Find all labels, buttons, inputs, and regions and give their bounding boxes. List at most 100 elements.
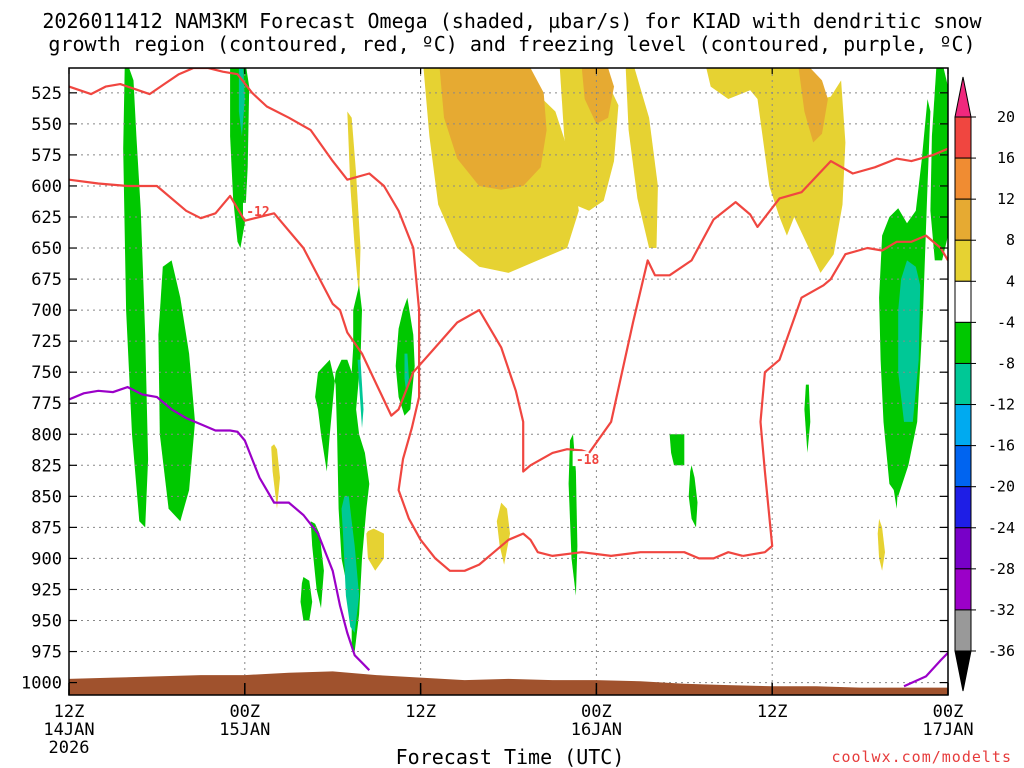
y-tick-label: 800 bbox=[31, 425, 62, 445]
plot-frame bbox=[68, 67, 949, 696]
omega-region-sinking-29 bbox=[930, 68, 948, 261]
colorbar-segment bbox=[954, 609, 972, 652]
colorbar-segment bbox=[954, 362, 972, 406]
y-tick-label: 600 bbox=[31, 177, 62, 197]
colorbar-segment bbox=[954, 486, 972, 529]
omega-region-rising-10 bbox=[496, 502, 510, 565]
omega-region-sinking-15 bbox=[238, 68, 245, 137]
freezing-level-line-right bbox=[903, 652, 948, 688]
colorbar-segment bbox=[954, 116, 972, 159]
dgz-contour-2 bbox=[588, 147, 948, 454]
title-line-1: 2026011412 NAM3KM Forecast Omega (shaded… bbox=[42, 9, 982, 33]
colorbar-label: -12 bbox=[988, 396, 1015, 414]
colorbar-segment bbox=[954, 445, 972, 488]
terrain bbox=[69, 671, 948, 695]
colorbar-label: 8 bbox=[1006, 231, 1015, 249]
y-tick-label: 675 bbox=[31, 270, 62, 290]
x-tick-label: 12Z bbox=[405, 702, 436, 722]
x-tick-label: 2026 bbox=[49, 738, 90, 758]
colorbar-segment bbox=[954, 239, 972, 282]
omega-region-sinking-17 bbox=[341, 496, 360, 633]
y-tick-label: 525 bbox=[31, 84, 62, 104]
x-tick-label: 16JAN bbox=[571, 720, 622, 740]
x-tick-label: 12Z bbox=[54, 702, 85, 722]
omega-shading bbox=[123, 68, 948, 652]
y-tick-label: 1000 bbox=[21, 674, 62, 694]
colorbar-label: 20 bbox=[997, 108, 1015, 126]
y-tick-label: 700 bbox=[31, 301, 62, 321]
x-tick-label: 00Z bbox=[581, 702, 612, 722]
y-tick-label: 650 bbox=[31, 239, 62, 259]
omega-region-rising-11 bbox=[877, 518, 885, 571]
colorbar-label: -28 bbox=[988, 560, 1015, 578]
omega-region-rising-4 bbox=[625, 68, 658, 248]
y-axis: 525 550 575 600 625 650 675 700 725 750 775 800 825 8… bbox=[21, 84, 948, 694]
omega-region-sinking-23 bbox=[568, 434, 578, 596]
colorbar-top-arrow bbox=[954, 76, 972, 118]
dgz-contour-1 bbox=[69, 178, 590, 473]
colorbar-label: -32 bbox=[988, 601, 1015, 619]
colorbar: 20 16 12 8 4 -4 -8 -12 -16 -20 -24 -28 -32 -36 bbox=[954, 76, 1015, 692]
freezing-level-line bbox=[69, 385, 371, 671]
colorbar-segment bbox=[954, 198, 972, 241]
colorbar-label: -20 bbox=[988, 478, 1015, 496]
omega-region-sinking-13 bbox=[158, 260, 195, 522]
dgz-label: -18 bbox=[576, 453, 600, 468]
y-tick-label: 550 bbox=[31, 115, 62, 135]
y-tick-label: 575 bbox=[31, 146, 62, 166]
colorbar-segment bbox=[954, 321, 972, 364]
colorbar-label: -16 bbox=[988, 437, 1015, 455]
x-axis-label: Forecast Time (UTC) bbox=[396, 745, 625, 768]
colorbar-label: -24 bbox=[988, 519, 1015, 537]
watermark: coolwx.com/modelts bbox=[831, 748, 1012, 766]
y-tick-label: 625 bbox=[31, 208, 62, 228]
colorbar-segment bbox=[954, 280, 972, 323]
colorbar-segment bbox=[954, 568, 972, 611]
x-tick-label: 17JAN bbox=[922, 720, 973, 740]
omega-region-sinking-12 bbox=[123, 68, 149, 528]
title-line-2: growth region (contoured, red, ºC) and f… bbox=[48, 32, 975, 56]
y-tick-label: 850 bbox=[31, 487, 62, 507]
omega-region-rising-7 bbox=[347, 111, 361, 298]
x-tick-label: 14JAN bbox=[43, 720, 94, 740]
dgz-label-bg bbox=[242, 202, 273, 218]
omega-region-sinking-25 bbox=[669, 434, 685, 466]
colorbar-segment bbox=[954, 404, 972, 447]
colorbar-bottom-arrow bbox=[954, 650, 972, 692]
colorbar-label: -8 bbox=[997, 354, 1015, 372]
y-tick-label: 925 bbox=[31, 580, 62, 600]
colorbar-label: -4 bbox=[997, 313, 1015, 331]
y-tick-label: 900 bbox=[31, 549, 62, 569]
y-tick-label: 825 bbox=[31, 456, 62, 476]
omega-region-rising-8 bbox=[271, 444, 280, 509]
freezing-level bbox=[69, 385, 948, 688]
y-tick-label: 875 bbox=[31, 518, 62, 538]
x-tick-label: 00Z bbox=[229, 702, 260, 722]
dgz-label-bg bbox=[572, 451, 603, 467]
colorbar-segment bbox=[954, 527, 972, 570]
y-tick-label: 750 bbox=[31, 363, 62, 383]
dgz-contour-3 bbox=[742, 234, 948, 557]
omega-region-rising-3 bbox=[581, 68, 614, 124]
colorbar-label: 16 bbox=[997, 149, 1015, 167]
y-tick-label: 975 bbox=[31, 643, 62, 663]
colorbar-label: 12 bbox=[997, 190, 1015, 208]
omega-region-rising-1 bbox=[439, 68, 547, 190]
omega-region-sinking-30 bbox=[892, 465, 899, 509]
colorbar-segment bbox=[954, 157, 972, 200]
x-tick-label: 00Z bbox=[933, 702, 964, 722]
omega-region-sinking-26 bbox=[804, 384, 811, 453]
x-tick-label: 12Z bbox=[757, 702, 788, 722]
omega-region-rising-9 bbox=[366, 528, 384, 571]
dgz-contours: -12-18 bbox=[69, 68, 948, 572]
y-tick-label: 725 bbox=[31, 332, 62, 352]
omega-region-sinking-16 bbox=[315, 285, 370, 652]
omega-region-sinking-18 bbox=[357, 359, 364, 429]
colorbar-label: 4 bbox=[1006, 272, 1015, 290]
y-tick-label: 950 bbox=[31, 612, 62, 632]
dgz-contour-0 bbox=[69, 68, 744, 572]
y-tick-label: 775 bbox=[31, 394, 62, 414]
colorbar-label: -36 bbox=[988, 642, 1015, 660]
